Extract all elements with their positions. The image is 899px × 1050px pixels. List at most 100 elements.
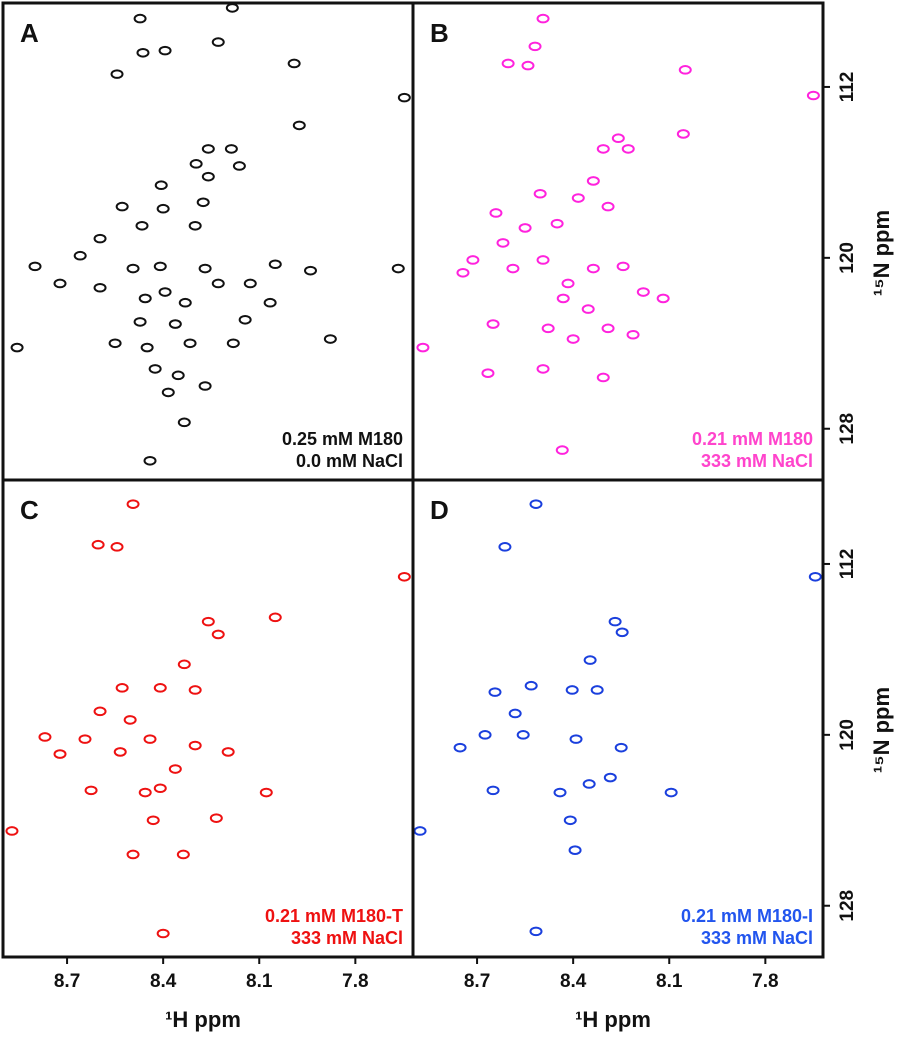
peak xyxy=(456,267,470,278)
annotation: 0.25 mM M180 xyxy=(282,429,403,449)
x-tick-label: 8.4 xyxy=(560,971,587,992)
peak xyxy=(168,764,182,774)
x-tick-label: 8.1 xyxy=(656,971,683,992)
peak xyxy=(561,278,575,289)
peak xyxy=(563,815,577,826)
peak xyxy=(224,144,238,154)
peak xyxy=(201,171,215,182)
peak xyxy=(198,381,212,391)
y-tick-label: 120 xyxy=(837,242,858,274)
peak xyxy=(533,188,547,199)
peak xyxy=(153,783,167,794)
panel-frame xyxy=(411,478,825,959)
peak xyxy=(188,220,202,231)
peak xyxy=(226,338,240,349)
peak xyxy=(38,732,52,742)
panel-letter: D xyxy=(430,495,449,525)
peak xyxy=(601,323,615,334)
x-axis-label: ¹H ppm xyxy=(575,1007,651,1032)
peak xyxy=(582,779,596,789)
peak xyxy=(138,293,152,304)
annotation: 0.21 mM M180-I xyxy=(681,906,813,926)
peak xyxy=(140,342,154,353)
peak xyxy=(93,282,107,293)
peak xyxy=(529,499,543,509)
peak xyxy=(614,742,628,753)
peak xyxy=(188,685,202,695)
peak xyxy=(91,539,105,550)
peak xyxy=(5,826,19,836)
peak xyxy=(528,41,542,52)
peak xyxy=(225,3,239,13)
peak xyxy=(529,926,543,937)
peak xyxy=(550,218,564,229)
peak xyxy=(143,455,157,466)
y-axis-label: ¹⁵N ppm xyxy=(869,210,894,296)
panel-frame xyxy=(411,1,825,482)
peak xyxy=(73,250,87,261)
peak xyxy=(211,37,225,47)
peak xyxy=(323,334,337,344)
peak xyxy=(516,730,530,740)
peak xyxy=(93,706,107,717)
peak xyxy=(156,203,170,214)
y-axis-label: ¹⁵N ppm xyxy=(869,687,894,773)
peak xyxy=(176,849,190,860)
peak xyxy=(133,317,147,327)
peak xyxy=(498,542,512,552)
peak xyxy=(536,13,550,24)
peak xyxy=(183,338,197,349)
peak xyxy=(397,92,411,103)
peak xyxy=(621,144,635,154)
peak xyxy=(84,785,98,796)
panel-frame xyxy=(1,1,415,482)
peak xyxy=(569,734,583,744)
peak xyxy=(806,90,820,101)
peak xyxy=(636,287,650,297)
peak xyxy=(10,342,24,353)
peak xyxy=(93,233,107,244)
peak xyxy=(268,612,282,623)
peak xyxy=(586,263,600,274)
x-tick-label: 7.8 xyxy=(342,971,368,992)
peak xyxy=(596,144,610,154)
peak xyxy=(138,787,152,798)
annotation: 333 mM NaCl xyxy=(291,928,403,948)
peak xyxy=(489,208,503,218)
peak xyxy=(481,368,495,378)
peak xyxy=(397,571,411,582)
peak xyxy=(133,13,147,24)
peak xyxy=(808,571,822,582)
peak xyxy=(110,69,124,79)
peak xyxy=(292,120,306,131)
peak xyxy=(211,278,225,289)
peak xyxy=(496,238,510,248)
peaks xyxy=(10,3,411,466)
peak xyxy=(413,826,427,836)
peak xyxy=(263,297,277,308)
x-tick-label: 7.8 xyxy=(752,971,778,992)
peak xyxy=(168,319,182,329)
peak xyxy=(113,747,127,757)
peak xyxy=(53,278,67,289)
peak xyxy=(135,220,149,231)
peaks xyxy=(5,499,411,939)
peak xyxy=(211,629,225,640)
peak xyxy=(158,287,172,297)
peak xyxy=(486,319,500,329)
peak xyxy=(566,334,580,344)
panel-letter: A xyxy=(20,18,39,48)
y-tick-label: 128 xyxy=(837,413,858,445)
peak xyxy=(123,715,137,725)
peak xyxy=(586,176,600,186)
peak xyxy=(268,259,282,270)
peak xyxy=(581,304,595,314)
peak xyxy=(583,655,597,665)
peak xyxy=(146,815,160,826)
peak xyxy=(466,255,480,265)
peak xyxy=(521,60,535,71)
peak xyxy=(601,201,615,212)
peak xyxy=(171,370,185,381)
